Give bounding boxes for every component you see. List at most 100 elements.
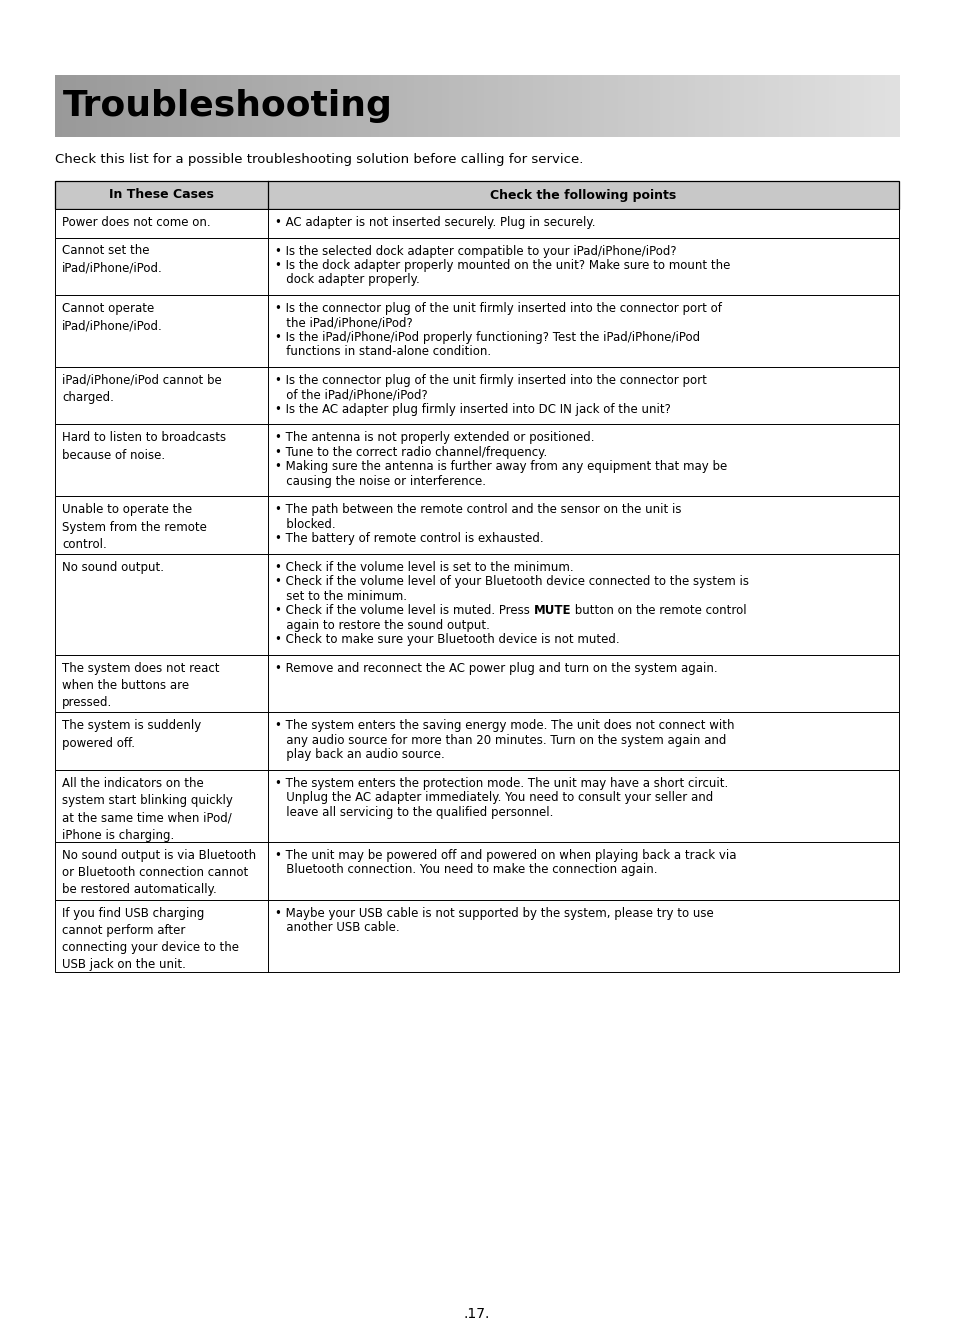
Bar xyxy=(55,295,898,367)
Bar xyxy=(610,75,618,138)
Text: • The battery of remote control is exhausted.: • The battery of remote control is exhau… xyxy=(274,533,543,545)
Bar xyxy=(758,75,765,138)
Bar xyxy=(456,75,463,138)
Bar xyxy=(55,75,63,138)
Text: .17.: .17. xyxy=(463,1307,490,1321)
Bar xyxy=(462,75,471,138)
Bar xyxy=(821,75,829,138)
Bar xyxy=(329,75,337,138)
Text: Cannot set the
iPad/iPhone/iPod.: Cannot set the iPad/iPhone/iPod. xyxy=(62,244,163,275)
Bar xyxy=(55,238,898,295)
Bar xyxy=(414,75,421,138)
Text: Troubleshooting: Troubleshooting xyxy=(63,90,393,123)
Text: No sound output.: No sound output. xyxy=(62,561,164,574)
Bar xyxy=(560,75,569,138)
Text: blocked.: blocked. xyxy=(274,518,335,530)
Bar xyxy=(779,75,786,138)
Bar xyxy=(659,75,667,138)
Bar xyxy=(62,75,70,138)
Bar xyxy=(793,75,801,138)
Bar xyxy=(195,75,204,138)
Bar xyxy=(174,75,182,138)
Bar xyxy=(504,75,513,138)
Bar xyxy=(210,75,217,138)
Bar xyxy=(280,75,288,138)
Bar xyxy=(83,75,91,138)
Bar xyxy=(266,75,274,138)
Text: • The path between the remote control and the sensor on the unit is: • The path between the remote control an… xyxy=(274,504,680,517)
Text: Power does not come on.: Power does not come on. xyxy=(62,216,211,228)
Bar xyxy=(287,75,294,138)
Bar xyxy=(737,75,744,138)
Bar xyxy=(364,75,372,138)
Text: All the indicators on the
system start blinking quickly
at the same time when iP: All the indicators on the system start b… xyxy=(62,778,233,842)
Bar xyxy=(701,75,709,138)
Bar xyxy=(55,367,898,425)
Bar xyxy=(617,75,625,138)
Bar xyxy=(518,75,527,138)
Text: MUTE: MUTE xyxy=(533,604,571,617)
Bar xyxy=(716,75,723,138)
Bar xyxy=(322,75,330,138)
Bar xyxy=(891,75,899,138)
Text: • Check if the volume level of your Bluetooth device connected to the system is: • Check if the volume level of your Blue… xyxy=(274,576,748,588)
Text: leave all servicing to the qualified personnel.: leave all servicing to the qualified per… xyxy=(274,806,553,819)
Text: Check the following points: Check the following points xyxy=(490,188,676,202)
Text: • Is the iPad/iPhone/iPod properly functioning? Test the iPad/iPhone/iPod: • Is the iPad/iPhone/iPod properly funct… xyxy=(274,331,700,343)
Text: • Is the connector plug of the unit firmly inserted into the connector port of: • Is the connector plug of the unit firm… xyxy=(274,302,721,315)
Text: • Check if the volume level is muted. Press: • Check if the volume level is muted. Pr… xyxy=(274,604,533,617)
Bar xyxy=(497,75,506,138)
Bar xyxy=(181,75,190,138)
Bar xyxy=(526,75,534,138)
Bar xyxy=(639,75,646,138)
Text: Cannot operate
iPad/iPhone/iPod.: Cannot operate iPad/iPhone/iPod. xyxy=(62,302,163,333)
Text: of the iPad/iPhone/iPod?: of the iPad/iPhone/iPod? xyxy=(274,389,427,402)
Bar xyxy=(97,75,105,138)
Bar xyxy=(420,75,428,138)
Bar xyxy=(877,75,885,138)
Bar xyxy=(55,425,898,497)
Text: • Is the selected dock adapter compatible to your iPad/iPhone/iPod?: • Is the selected dock adapter compatibl… xyxy=(274,244,676,258)
Bar xyxy=(512,75,519,138)
Text: • Making sure the antenna is further away from any equipment that may be: • Making sure the antenna is further awa… xyxy=(274,461,726,473)
Bar xyxy=(125,75,133,138)
Text: If you find USB charging
cannot perform after
connecting your device to the
USB : If you find USB charging cannot perform … xyxy=(62,907,239,971)
Text: The system is suddenly
powered off.: The system is suddenly powered off. xyxy=(62,720,201,749)
Bar xyxy=(772,75,780,138)
Bar xyxy=(273,75,281,138)
Text: • Is the connector plug of the unit firmly inserted into the connector port: • Is the connector plug of the unit firm… xyxy=(274,374,706,387)
Bar xyxy=(104,75,112,138)
Bar xyxy=(575,75,583,138)
Bar xyxy=(55,655,898,712)
Bar xyxy=(631,75,639,138)
Bar xyxy=(160,75,169,138)
Bar xyxy=(399,75,407,138)
Bar xyxy=(603,75,611,138)
Text: Unplug the AC adapter immediately. You need to consult your seller and: Unplug the AC adapter immediately. You n… xyxy=(274,791,713,804)
Text: set to the minimum.: set to the minimum. xyxy=(274,591,407,603)
Text: • Check to make sure your Bluetooth device is not muted.: • Check to make sure your Bluetooth devi… xyxy=(274,633,619,647)
Bar xyxy=(55,899,898,971)
Bar xyxy=(862,75,871,138)
Bar xyxy=(202,75,211,138)
Text: another USB cable.: another USB cable. xyxy=(274,921,399,934)
Bar xyxy=(378,75,386,138)
Bar xyxy=(449,75,456,138)
Bar xyxy=(132,75,140,138)
Bar xyxy=(835,75,842,138)
Bar xyxy=(76,75,84,138)
Text: No sound output is via Bluetooth
or Bluetooth connection cannot
be restored auto: No sound output is via Bluetooth or Blue… xyxy=(62,848,255,896)
Bar xyxy=(371,75,379,138)
Bar xyxy=(828,75,836,138)
Text: The system does not react
when the buttons are
pressed.: The system does not react when the butto… xyxy=(62,663,219,709)
Bar xyxy=(357,75,365,138)
Bar xyxy=(343,75,351,138)
Text: • The system enters the saving energy mode. The unit does not connect with: • The system enters the saving energy mo… xyxy=(274,720,734,732)
Bar xyxy=(814,75,821,138)
Bar xyxy=(237,75,246,138)
Bar xyxy=(301,75,309,138)
Bar xyxy=(258,75,267,138)
Bar xyxy=(596,75,604,138)
Bar xyxy=(589,75,597,138)
Bar xyxy=(708,75,717,138)
